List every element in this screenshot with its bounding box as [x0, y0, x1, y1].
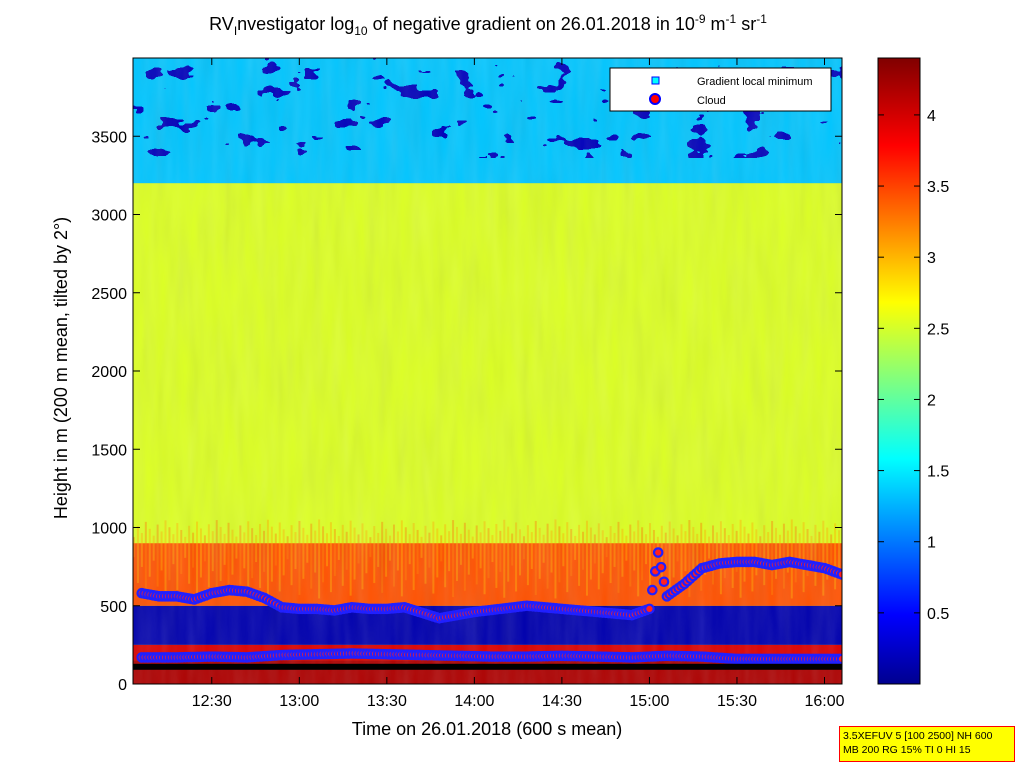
chart-title: RVInvestigator log10 of negative gradien…: [209, 12, 767, 38]
x-axis-label: Time on 26.01.2018 (600 s mean): [352, 719, 623, 739]
y-axis: 0 500 1000 1500 2000 2500 3000 3500: [91, 129, 842, 694]
colorbar-tick-label: 1.5: [927, 464, 949, 481]
x-tick-label: 15:30: [717, 693, 757, 710]
heatmap-field: [133, 58, 842, 684]
y-axis-label: Height in m (200 m mean, tilted by 2°): [51, 217, 71, 519]
y-tick-label: 0: [118, 677, 127, 694]
colorbar-tick-label: 4: [927, 108, 936, 125]
y-tick-label: 2500: [91, 286, 127, 303]
y-tick-label: 1000: [91, 521, 127, 538]
colorbar-tick-label: 2.5: [927, 321, 949, 338]
colorbar-tick-label: 3: [927, 250, 936, 267]
parameter-line-1: 3.5XEFUV 5 [100 2500] NH 600: [843, 730, 993, 742]
colorbar-tick-label: 0.5: [927, 606, 949, 623]
colorbar-tick-label: 3.5: [927, 179, 949, 196]
x-tick-label: 12:30: [192, 693, 232, 710]
colorbar-tick-label: 1: [927, 535, 936, 552]
legend-square-icon: [651, 76, 660, 85]
cloud-marker: [652, 547, 664, 558]
cloud-marker: [647, 584, 658, 596]
y-tick-label: 500: [100, 599, 127, 616]
x-tick-label: 13:00: [279, 693, 319, 710]
colorbar: [877, 57, 921, 685]
x-tick-label: 14:30: [542, 693, 582, 710]
x-tick-label: 15:00: [629, 693, 669, 710]
cloud-marker: [655, 561, 667, 573]
y-tick-label: 3500: [91, 129, 127, 146]
legend-circle-icon: [649, 93, 661, 105]
x-tick-label: 13:30: [367, 693, 407, 710]
gradient-minimum-layer: [133, 663, 842, 670]
colorbar-ticks: 0.5 1 1.5 2 2.5 3 3.5 4: [878, 108, 949, 623]
y-tick-label: 2000: [91, 364, 127, 381]
legend-entry-gradient-minimum: Gradient local minimum: [697, 76, 813, 88]
cloud-marker: [658, 576, 670, 588]
x-tick-label: 16:00: [804, 693, 844, 710]
x-tick-label: 14:00: [454, 693, 494, 710]
y-tick-label: 1500: [91, 442, 127, 459]
y-tick-label: 3000: [91, 208, 127, 225]
x-axis: 12:30 13:00 13:30 14:00 14:30 15:00 15:30 16:00: [192, 58, 845, 710]
cloud-marker: [644, 603, 655, 615]
legend: Gradient local minimum Cloud: [609, 67, 832, 112]
legend-entry-cloud: Cloud: [697, 95, 726, 107]
gradient-minimum-line: [133, 663, 842, 670]
colorbar-tick-label: 2: [927, 392, 936, 409]
cloud-marker-layer-upper: [136, 547, 842, 624]
legend-box: [609, 67, 832, 112]
parameter-box: 3.5XEFUV 5 [100 2500] NH 600 MB 200 RG 1…: [839, 726, 1015, 762]
parameter-line-2: MB 200 RG 15% TI 0 HI 15: [843, 744, 971, 756]
cloud-marker-layer-lower: [136, 648, 842, 665]
